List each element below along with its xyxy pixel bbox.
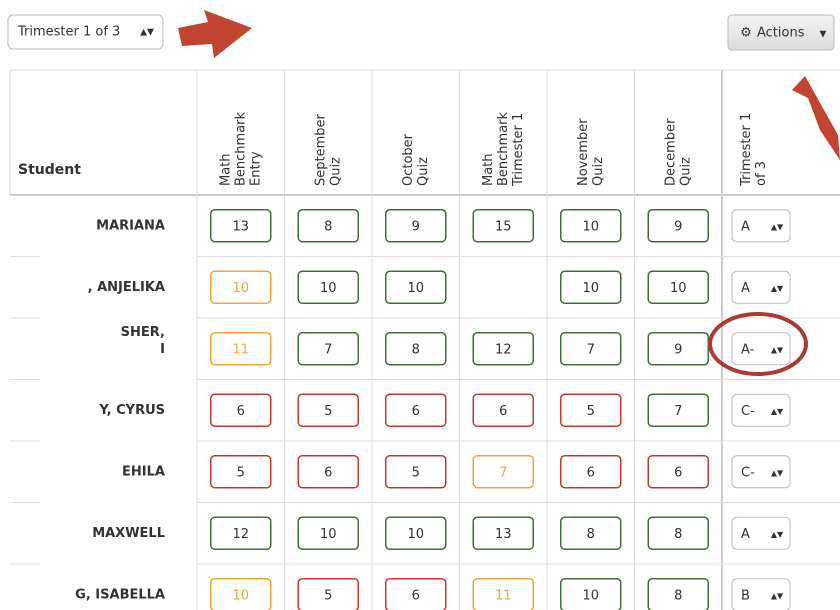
column-header: Trimester 1 bbox=[739, 113, 754, 187]
grade[interactable]: C- bbox=[741, 404, 755, 419]
grade[interactable]: C- bbox=[741, 465, 755, 480]
grade[interactable]: A bbox=[741, 527, 750, 542]
grade[interactable]: A bbox=[741, 281, 750, 296]
score[interactable]: 7 bbox=[674, 404, 682, 419]
table-body: MathBenchmarkEntrySeptemberQuizOctoberQu… bbox=[10, 70, 840, 610]
actions-button[interactable]: ⚙ Actions ▼ bbox=[728, 15, 834, 50]
score[interactable]: 6 bbox=[674, 465, 682, 480]
column-header: November bbox=[576, 118, 591, 186]
score[interactable]: 12 bbox=[495, 342, 512, 357]
gear-icon: ⚙ bbox=[740, 26, 752, 41]
column-header: December bbox=[663, 118, 678, 186]
score[interactable]: 13 bbox=[495, 527, 512, 542]
score[interactable]: 5 bbox=[324, 404, 332, 419]
student-name: MAXWELL bbox=[92, 526, 165, 541]
score[interactable]: 10 bbox=[232, 588, 249, 603]
score[interactable]: 6 bbox=[587, 465, 595, 480]
column-header: Quiz bbox=[591, 157, 606, 186]
score[interactable]: 10 bbox=[407, 281, 424, 296]
column-header: Entry bbox=[248, 151, 263, 186]
score[interactable]: 15 bbox=[495, 219, 512, 234]
score[interactable]: 10 bbox=[582, 588, 599, 603]
student-name: SHER, bbox=[121, 325, 165, 340]
score[interactable]: 8 bbox=[412, 342, 420, 357]
score[interactable]: 10 bbox=[320, 527, 337, 542]
grade-caret: ▲▼ bbox=[771, 284, 784, 293]
grade[interactable]: A- bbox=[741, 342, 755, 357]
column-header: Quiz bbox=[678, 157, 693, 186]
annotation-arrow bbox=[178, 10, 252, 58]
score[interactable]: 10 bbox=[670, 281, 687, 296]
score[interactable]: 6 bbox=[237, 404, 245, 419]
score[interactable]: 6 bbox=[324, 465, 332, 480]
score[interactable]: 9 bbox=[674, 342, 682, 357]
grade[interactable]: A bbox=[741, 219, 750, 234]
score[interactable]: 5 bbox=[324, 588, 332, 603]
score[interactable]: 5 bbox=[412, 465, 420, 480]
score[interactable]: 11 bbox=[495, 588, 512, 603]
grade-caret: ▲▼ bbox=[771, 407, 784, 416]
score[interactable]: 10 bbox=[407, 527, 424, 542]
column-header: Quiz bbox=[328, 157, 343, 186]
student-name: I bbox=[160, 342, 165, 357]
score[interactable]: 9 bbox=[674, 219, 682, 234]
score[interactable]: 8 bbox=[324, 219, 332, 234]
column-header: October bbox=[401, 133, 416, 186]
grade-caret: ▲▼ bbox=[771, 530, 784, 539]
score[interactable]: 6 bbox=[499, 404, 507, 419]
grade-caret: ▲▼ bbox=[771, 468, 784, 477]
score[interactable]: 6 bbox=[412, 404, 420, 419]
column-header: Math bbox=[218, 153, 233, 186]
column-header: Quiz bbox=[416, 157, 431, 186]
grade-caret: ▲▼ bbox=[771, 345, 784, 354]
button-caret: ▼ bbox=[820, 30, 827, 40]
score[interactable]: 10 bbox=[582, 219, 599, 234]
score[interactable]: 8 bbox=[587, 527, 595, 542]
score[interactable]: 10 bbox=[320, 281, 337, 296]
gradebook: Trimester 1 of 3 ▲▼ ⚙ Actions ▼ Student … bbox=[0, 0, 840, 610]
student-name: EHILA bbox=[122, 464, 165, 479]
score[interactable]: 7 bbox=[499, 465, 507, 480]
score[interactable]: 8 bbox=[674, 588, 682, 603]
student-name: G, ISABELLA bbox=[75, 587, 165, 602]
score[interactable]: 7 bbox=[324, 342, 332, 357]
button-text[interactable]: Actions bbox=[757, 26, 805, 41]
annotation-arrow bbox=[792, 76, 840, 160]
score[interactable]: 13 bbox=[232, 219, 249, 234]
score[interactable]: 12 bbox=[232, 527, 249, 542]
grade-caret: ▲▼ bbox=[771, 591, 784, 600]
student-header: Student bbox=[18, 162, 81, 178]
student-name: MARIANA bbox=[96, 218, 165, 233]
grade-caret: ▲▼ bbox=[771, 222, 784, 231]
student-name: Y, CYRUS bbox=[98, 403, 165, 418]
score[interactable]: 8 bbox=[674, 527, 682, 542]
score[interactable]: 5 bbox=[237, 465, 245, 480]
score[interactable]: 11 bbox=[232, 342, 249, 357]
column-header: Benchmark bbox=[496, 111, 511, 186]
period-select[interactable]: Trimester 1 of 3 ▲▼ bbox=[8, 15, 163, 49]
score[interactable]: 5 bbox=[587, 404, 595, 419]
score[interactable]: 6 bbox=[412, 588, 420, 603]
score[interactable]: 7 bbox=[587, 342, 595, 357]
column-header: of 3 bbox=[754, 161, 769, 186]
column-header: Trimester 1 bbox=[511, 113, 526, 187]
grade[interactable]: B bbox=[741, 588, 750, 603]
score[interactable]: 10 bbox=[232, 281, 249, 296]
student-name: , ANJELIKA bbox=[88, 280, 165, 295]
score[interactable]: 9 bbox=[412, 219, 420, 234]
column-header: Math bbox=[481, 153, 496, 186]
column-header: September bbox=[313, 113, 328, 186]
select-text[interactable]: Trimester 1 of 3 bbox=[17, 25, 120, 40]
column-header: Benchmark bbox=[233, 111, 248, 186]
score[interactable]: 10 bbox=[582, 281, 599, 296]
select-caret: ▲▼ bbox=[140, 28, 154, 38]
